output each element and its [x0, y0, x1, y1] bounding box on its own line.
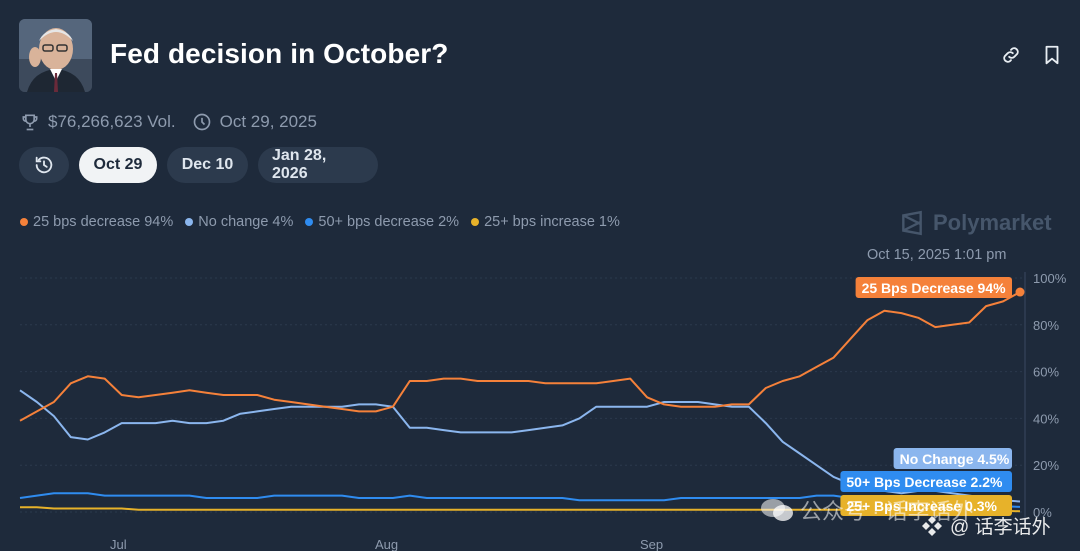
y-tick-label: 0%: [1033, 505, 1052, 520]
end-label: 25+ Bps Increase 0.3%: [846, 498, 997, 514]
end-label-box: [855, 277, 1012, 299]
legend-dot: [305, 218, 314, 226]
date-tabs: Oct 29 Dec 10 Jan 28, 2026: [19, 147, 378, 183]
legend-item: 25 bps decrease 94%: [20, 214, 173, 230]
legend-label: 50+ bps decrease 2%: [318, 214, 460, 230]
end-label-box: [893, 448, 1012, 469]
polymarket-logo: Polymarket: [899, 210, 1052, 236]
legend-item: No change 4%: [185, 214, 293, 230]
hover-timestamp: Oct 15, 2025 1:01 pm: [867, 247, 1007, 263]
y-tick-label: 100%: [1033, 271, 1067, 286]
x-tick-label: Sep: [640, 537, 663, 551]
volume-text: $76,266,623 Vol.: [48, 112, 176, 131]
x-tick-label: Aug: [375, 537, 398, 551]
end-label: 50+ Bps Decrease 2.2%: [846, 474, 1003, 490]
history-icon: [35, 156, 53, 174]
series-line-s25dec: [19, 291, 1021, 422]
chart-legend: 25 bps decrease 94% No change 4% 50+ bps…: [20, 214, 620, 230]
end-label: 25 Bps Decrease 94%: [862, 280, 1007, 296]
y-tick-label: 80%: [1033, 318, 1059, 333]
page-title: Fed decision in October?: [110, 38, 449, 69]
end-date-text: Oct 29, 2025: [219, 112, 317, 131]
polymarket-icon: [902, 210, 922, 236]
y-tick-label: 20%: [1033, 458, 1059, 473]
market-meta: $76,266,623 Vol. Oct 29, 2025: [20, 111, 317, 133]
y-tick-label: 40%: [1033, 411, 1059, 426]
watermark-handle-text: @ 话李话外: [950, 517, 1051, 538]
legend-label: No change 4%: [198, 214, 294, 230]
wechat-icon: [761, 499, 793, 521]
legend-dot: [185, 218, 194, 226]
series-end-dot: [1015, 287, 1025, 297]
tab-jan-28-2026[interactable]: Jan 28, 2026: [258, 147, 378, 183]
legend-label: 25+ bps increase 1%: [484, 214, 620, 230]
tab-dec-10[interactable]: Dec 10: [167, 147, 248, 183]
link-icon[interactable]: [1000, 44, 1022, 66]
bookmark-icon[interactable]: [1041, 44, 1063, 66]
tab-history[interactable]: [19, 147, 69, 183]
legend-label: 25 bps decrease 94%: [33, 214, 174, 230]
legend-dot: [20, 218, 28, 226]
tab-oct-29[interactable]: Oct 29: [79, 147, 157, 183]
price-chart[interactable]: 100% 80% 60% 40% 20% 0% Jul Aug Sep 25 Bps Decrea…: [0, 262, 1080, 551]
end-label: No Change 4.5%: [900, 451, 1010, 467]
watermark-handle: @ 话李话外: [920, 512, 1051, 539]
watermark-wechat: 公众号 · 话李话外: [760, 494, 974, 526]
end-label-box: [840, 471, 1012, 492]
watermark-text: 公众号 · 话李话外: [800, 499, 974, 524]
legend-item: 50+ bps decrease 2%: [305, 214, 459, 230]
legend-dot: [471, 218, 480, 226]
legend-item: 25+ bps increase 1%: [471, 214, 620, 230]
clock-icon: [193, 113, 210, 131]
x-tick-label: Jul: [110, 537, 127, 551]
end-label-box: [840, 495, 1012, 516]
y-tick-label: 60%: [1033, 365, 1059, 380]
trophy-icon: [22, 114, 38, 131]
brand-name: Polymarket: [933, 210, 1052, 235]
market-avatar: [19, 19, 92, 92]
diamond-logo-icon: [922, 515, 942, 536]
